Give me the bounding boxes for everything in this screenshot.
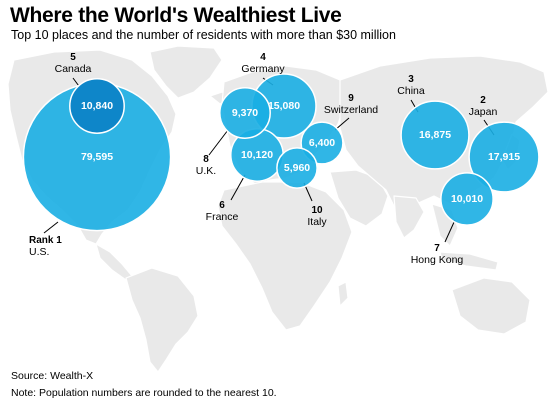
bubble-hong-kong — [440, 172, 494, 226]
bubble-value-u-s: 79,595 — [81, 151, 113, 163]
africa-shape — [217, 181, 353, 331]
country-label-u-s: U.S. — [29, 246, 49, 258]
bubble-china — [400, 100, 470, 170]
leader-line-u-s — [43, 221, 59, 234]
bubble-value-china: 16,875 — [419, 129, 451, 141]
australia-shape — [451, 277, 531, 335]
middle-east-shape — [329, 169, 389, 227]
madagascar-shape — [337, 281, 349, 307]
country-label-switzerland: Switzerland — [324, 104, 378, 116]
country-label-canada: Canada — [55, 63, 92, 75]
bubble-japan — [468, 121, 540, 193]
rank-label-u-s: Rank 1 — [29, 235, 62, 246]
india-shape — [393, 195, 425, 239]
bubble-value-switzerland: 6,400 — [309, 137, 335, 149]
rank-label-switzerland: 9 — [348, 93, 354, 104]
country-label-china: China — [397, 85, 425, 97]
central-america-shape — [95, 243, 133, 281]
country-label-italy: Italy — [307, 216, 327, 228]
country-label-france: France — [206, 211, 239, 223]
bubble-value-france: 10,120 — [241, 149, 273, 161]
bubble-value-germany: 15,080 — [268, 100, 300, 112]
chart-title: Where the World's Wealthiest Live — [10, 4, 342, 27]
rank-label-germany: 4 — [260, 52, 266, 63]
bubble-value-italy: 5,960 — [284, 162, 310, 174]
rank-label-u-k: 8 — [203, 154, 209, 165]
rank-label-hong-kong: 7 — [434, 243, 440, 254]
leader-line-u-k — [208, 129, 229, 156]
leader-line-france — [230, 174, 246, 201]
bubble-u-k — [219, 87, 271, 139]
south-america-shape — [125, 267, 199, 373]
source-note: Source: Wealth-X — [11, 370, 94, 382]
leader-line-hong-kong — [444, 219, 456, 243]
rank-label-france: 6 — [219, 200, 225, 211]
country-label-japan: Japan — [469, 106, 498, 118]
country-label-germany: Germany — [241, 63, 285, 75]
bubble-value-hong-kong: 10,010 — [451, 193, 483, 205]
greenland-shape — [149, 45, 223, 99]
country-label-hong-kong: Hong Kong — [411, 254, 464, 266]
bubble-value-canada: 10,840 — [81, 100, 113, 112]
bubble-value-u-k: 9,370 — [232, 107, 258, 119]
indonesia-shape — [439, 251, 499, 271]
bubble-italy — [276, 147, 318, 189]
rank-label-japan: 2 — [480, 95, 486, 106]
bubble-value-japan: 17,915 — [488, 151, 520, 163]
country-label-u-k: U.K. — [196, 165, 216, 177]
bubble-canada — [69, 78, 125, 134]
rank-label-italy: 10 — [311, 205, 323, 216]
rank-label-china: 3 — [408, 74, 414, 85]
bubbles: 79,595 17,915 16,875 15,080 10,840 10,120 10,0… — [22, 73, 540, 232]
footnote: Note: Population numbers are rounded to … — [11, 387, 277, 399]
rank-label-canada: 5 — [70, 52, 76, 63]
chart-subtitle: Top 10 places and the number of resident… — [11, 28, 396, 42]
